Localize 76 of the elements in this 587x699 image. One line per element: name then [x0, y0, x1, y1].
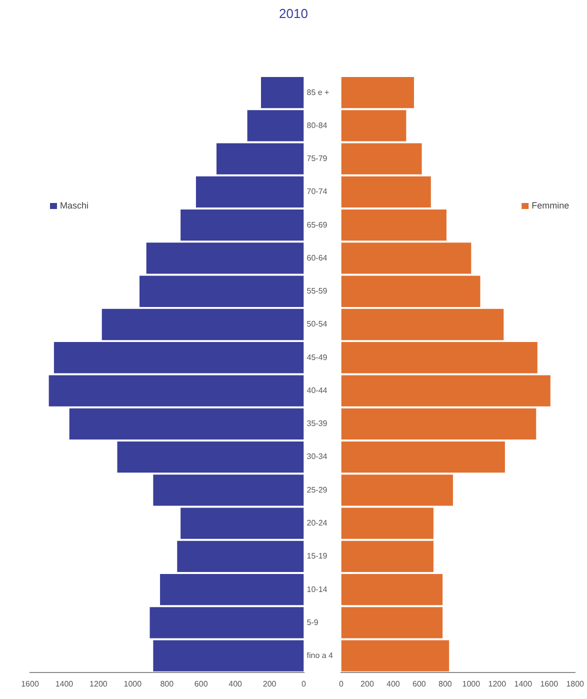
bar: [341, 342, 538, 374]
bar: [341, 276, 480, 307]
y-tick-label: 70-74: [306, 187, 328, 196]
y-tick-label: 45-49: [306, 352, 328, 362]
bar: [150, 607, 304, 638]
y-tick-label: 10-14: [306, 584, 328, 594]
x-tick-label: 1200: [90, 679, 108, 688]
y-tick-label: 65-69: [306, 220, 328, 230]
bar: [341, 375, 550, 406]
y-tick-label: 80-84: [306, 120, 328, 130]
x-tick-label: 0: [339, 679, 344, 688]
bar: [180, 508, 304, 539]
x-tick-label: 1600: [540, 679, 559, 688]
bar: [177, 540, 304, 572]
bar: [153, 640, 304, 672]
y-tick-label: 30-34: [306, 452, 328, 462]
bar: [341, 242, 472, 274]
y-tick-label: 75-79: [306, 154, 328, 164]
chart-title: 2010: [278, 5, 309, 23]
bar: [341, 176, 431, 208]
bar: [54, 342, 304, 374]
y-tick-label: 55-59: [306, 286, 328, 296]
bar: [48, 375, 304, 406]
x-tick-label: 600: [194, 679, 208, 688]
x-tick-label: 400: [228, 679, 243, 688]
bar: [341, 143, 422, 174]
x-tick-label: 1600: [21, 679, 40, 688]
bar: [341, 110, 406, 142]
bar: [160, 574, 304, 606]
bar: [341, 474, 453, 506]
bar: [180, 210, 304, 241]
bar: [341, 640, 450, 672]
x-tick-label: 0: [302, 679, 307, 688]
bar: [341, 308, 504, 340]
y-tick-label: 50-54: [306, 320, 328, 329]
bar: [117, 441, 304, 473]
y-tick-label: 40-44: [306, 386, 328, 395]
x-tick-label: 200: [360, 679, 374, 688]
x-tick-label: 1400: [514, 679, 533, 688]
bar: [341, 210, 446, 241]
bar: [341, 408, 536, 440]
bar: [341, 76, 414, 108]
y-tick-label: 5-9: [306, 618, 319, 627]
bar: [247, 110, 304, 142]
y-tick-label: 35-39: [306, 419, 328, 428]
x-tick-label: 400: [386, 679, 400, 688]
bar: [341, 574, 443, 606]
y-tick-label: 25-29: [306, 485, 328, 494]
bar: [102, 308, 304, 340]
x-tick-label: 1400: [55, 679, 74, 688]
x-tick-label: 1000: [124, 679, 142, 688]
bar: [260, 76, 304, 108]
bar: [153, 474, 304, 506]
x-tick-label: 600: [412, 679, 426, 688]
bar: [341, 441, 505, 473]
y-tick-label: 60-64: [306, 253, 328, 262]
bar: [196, 176, 304, 208]
bar: [140, 276, 304, 307]
legend-label: Femmine: [532, 200, 570, 210]
bar: [341, 540, 434, 572]
bar: [341, 607, 443, 638]
y-tick-label: 15-19: [306, 552, 328, 561]
y-tick-label: 20-24: [306, 518, 328, 528]
bar: [216, 143, 304, 174]
x-tick-label: 1000: [462, 679, 481, 688]
legend-label: Maschi: [60, 200, 89, 210]
y-tick-label: fino a 4: [306, 651, 334, 660]
bar: [146, 242, 304, 274]
y-tick-label: 85 e +: [306, 88, 330, 97]
x-tick-label: 200: [262, 679, 277, 688]
bar: [69, 408, 304, 440]
bar: [341, 508, 434, 539]
x-tick-label: 1200: [488, 679, 507, 688]
x-tick-label: 800: [160, 679, 174, 688]
x-tick-label: 1800: [566, 679, 585, 688]
x-tick-label: 800: [438, 679, 452, 688]
